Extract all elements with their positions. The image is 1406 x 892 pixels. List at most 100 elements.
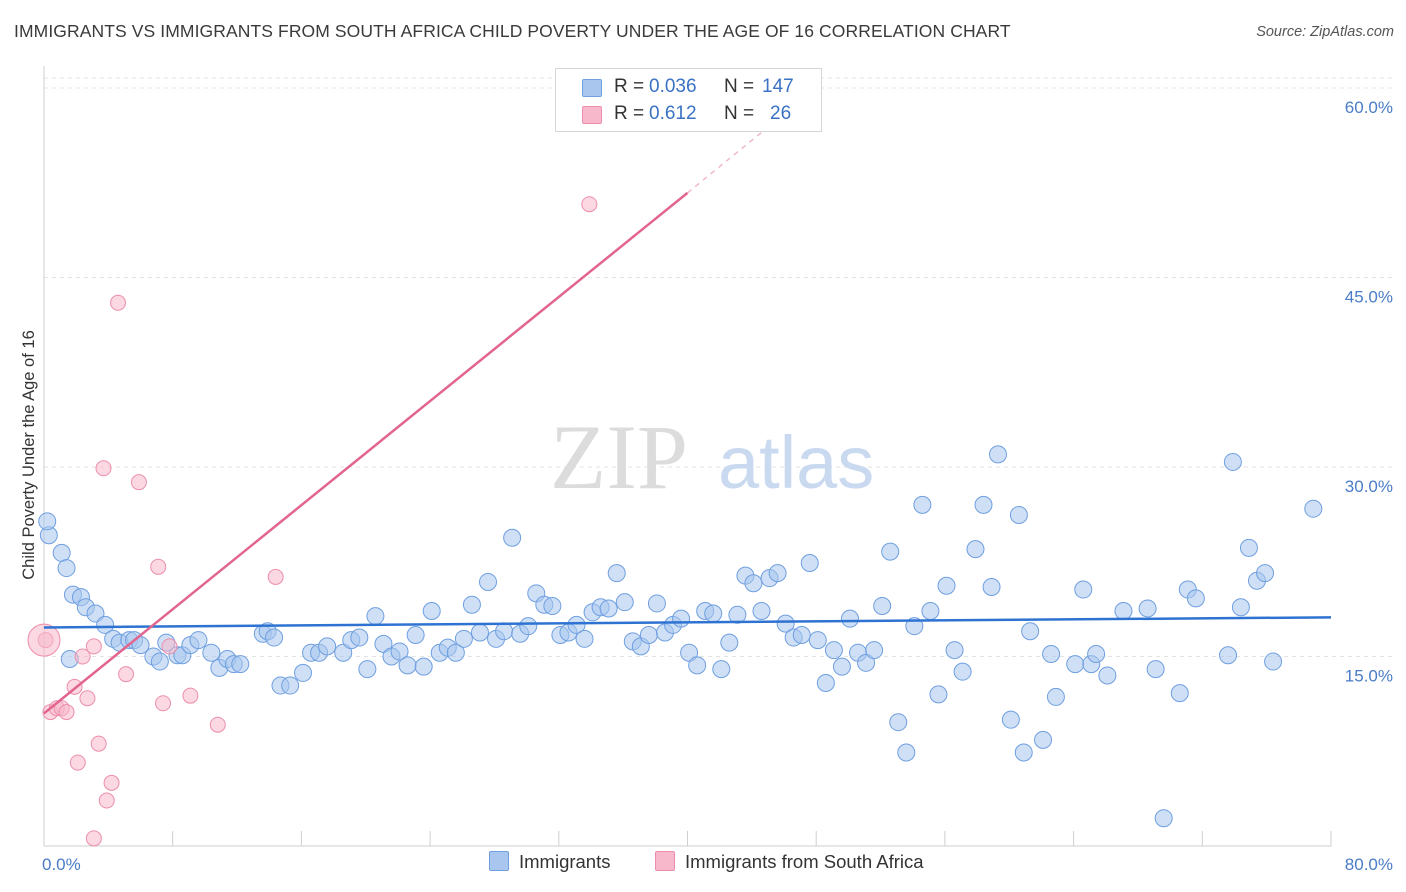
y-tick-label: 15.0%	[1345, 667, 1393, 686]
point-south-africa	[267, 568, 284, 585]
y-tick-labels: 15.0% 30.0% 45.0% 60.0%	[1345, 98, 1393, 686]
point-immigrants	[647, 594, 666, 613]
bottom-legend-south-africa: Immigrants from South Africa	[655, 851, 924, 873]
point-immigrants	[1046, 687, 1065, 706]
point-immigrants	[1138, 599, 1157, 618]
point-immigrants	[1066, 655, 1085, 674]
point-immigrants	[808, 631, 827, 650]
point-immigrants	[615, 593, 634, 612]
point-immigrants	[840, 609, 859, 628]
point-immigrants	[52, 543, 71, 562]
point-immigrants	[720, 633, 739, 652]
point-immigrants	[1098, 666, 1117, 685]
point-immigrants	[897, 743, 916, 762]
point-south-africa	[79, 690, 96, 707]
series-immigrants	[38, 445, 1323, 828]
point-south-africa	[110, 294, 127, 311]
point-immigrants	[1223, 452, 1242, 471]
legend-n-value: 26	[770, 103, 792, 124]
point-south-africa	[27, 623, 61, 657]
point-immigrants	[988, 445, 1007, 464]
point-south-africa	[209, 716, 226, 733]
y-axis-label: Child Poverty Under the Age of 16	[20, 330, 38, 579]
point-immigrants	[150, 652, 169, 671]
point-immigrants	[543, 596, 562, 615]
point-immigrants	[1239, 538, 1258, 557]
point-immigrants	[881, 542, 900, 561]
point-south-africa	[130, 474, 147, 491]
point-immigrants	[1146, 660, 1165, 679]
legend-n-value: 147	[762, 76, 794, 97]
legend-n-label: N =	[724, 76, 755, 97]
point-immigrants	[865, 641, 884, 660]
point-immigrants	[1074, 580, 1093, 599]
point-immigrants	[96, 615, 115, 634]
point-immigrants	[366, 607, 385, 626]
point-immigrants	[776, 614, 795, 633]
trend-line-south-africa	[43, 191, 689, 715]
point-immigrants	[318, 637, 337, 656]
point-immigrants	[38, 512, 57, 531]
point-immigrants	[688, 656, 707, 675]
point-immigrants	[519, 617, 538, 636]
point-immigrants	[1034, 730, 1053, 749]
point-immigrants	[607, 564, 626, 583]
point-south-africa	[90, 735, 107, 752]
bottom-legend-immigrants: Immigrants	[489, 851, 611, 873]
point-immigrants	[294, 663, 313, 682]
point-immigrants	[680, 643, 699, 662]
bottom-legend-swatch-blue	[489, 851, 509, 871]
point-south-africa	[85, 638, 102, 655]
source-label: Source: ZipAtlas.com	[1256, 24, 1394, 40]
point-south-africa	[161, 638, 178, 655]
point-immigrants	[575, 629, 594, 648]
point-immigrants	[358, 660, 377, 679]
point-immigrants	[390, 642, 409, 661]
point-immigrants	[816, 674, 835, 693]
point-south-africa	[74, 648, 91, 665]
point-immigrants	[768, 564, 787, 583]
legend-r-value: 0.612	[649, 103, 697, 124]
point-immigrants	[639, 626, 658, 645]
point-immigrants	[1154, 809, 1173, 828]
point-immigrants	[599, 599, 618, 618]
point-immigrants	[712, 660, 731, 679]
x-tick-label-max: 80.0%	[1345, 855, 1393, 874]
point-immigrants	[1014, 743, 1033, 762]
point-south-africa	[118, 666, 135, 683]
point-south-africa	[103, 774, 120, 791]
point-immigrants	[1001, 710, 1020, 729]
gridlines	[44, 77, 1392, 657]
point-immigrants	[398, 656, 417, 675]
watermark-atlas: atlas	[718, 421, 874, 504]
point-immigrants	[953, 662, 972, 681]
point-immigrants	[974, 495, 993, 514]
point-immigrants	[1009, 506, 1028, 525]
point-immigrants	[446, 643, 465, 662]
point-immigrants	[832, 657, 851, 676]
point-south-africa	[155, 695, 172, 712]
point-immigrants	[334, 643, 353, 662]
point-immigrants	[350, 628, 369, 647]
point-immigrants	[945, 641, 964, 660]
point-immigrants	[937, 576, 956, 595]
legend-swatch-blue	[582, 79, 602, 97]
watermark-zip: ZIP	[550, 406, 688, 508]
point-immigrants	[1304, 499, 1323, 518]
series-immigrants-from-south-africa	[27, 196, 598, 847]
point-immigrants	[921, 602, 940, 621]
point-immigrants	[1186, 589, 1205, 608]
point-immigrants	[189, 631, 208, 650]
trend-line-immigrants	[43, 616, 1332, 629]
point-immigrants	[873, 596, 892, 615]
point-immigrants	[265, 628, 284, 647]
point-immigrants	[792, 626, 811, 645]
point-south-africa	[58, 704, 75, 721]
y-tick-label: 60.0%	[1345, 98, 1393, 117]
point-south-africa	[581, 196, 598, 213]
point-immigrants	[824, 641, 843, 660]
correlation-legend: R = 0.036 N = 147 R = 0.612 N = 26	[555, 68, 822, 132]
point-immigrants	[929, 685, 948, 704]
point-immigrants	[1087, 644, 1106, 663]
legend-swatch-pink	[582, 106, 602, 124]
